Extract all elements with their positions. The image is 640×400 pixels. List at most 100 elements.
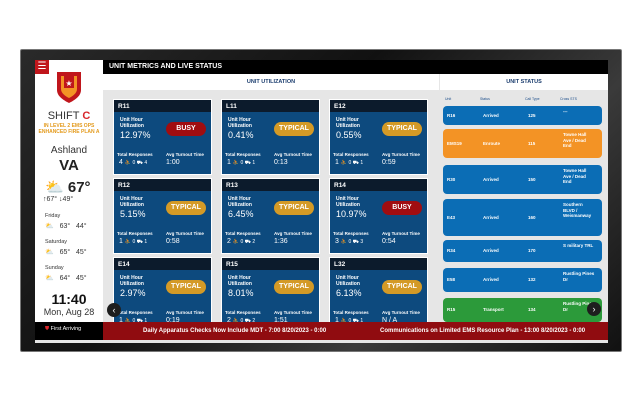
- row-unit: R30: [447, 176, 456, 182]
- total-label: Total Responses: [333, 310, 369, 315]
- row-status: Enroute: [483, 140, 501, 146]
- status-row[interactable]: EMS19 Enroute 115 Towne Hall Ave / Dead …: [443, 129, 602, 158]
- avg-label: Avg Turnout Time: [382, 310, 420, 315]
- total-label: Total Responses: [333, 231, 369, 236]
- row-call-type: 115: [528, 140, 536, 146]
- unit-name: R11: [114, 100, 211, 112]
- total-responses: 3 ⛹ 0 ⛟ 3: [335, 238, 364, 245]
- row-unit: EMS19: [447, 140, 462, 146]
- uhu-label: Unit Hour Utilization: [120, 275, 144, 287]
- row-cross-sts: Towne Hall Ave / Dead End: [563, 132, 587, 148]
- uhu-label: Unit Hour Utilization: [228, 196, 252, 208]
- row-cross-sts: S military TRL: [563, 243, 594, 248]
- col-cross-sts: Cross STS: [560, 97, 577, 101]
- forecast-temps: ⛅ 63° 44°: [45, 223, 87, 230]
- person-icon: ⛹ 0 ⛟ 1: [340, 318, 364, 324]
- avg-label: Avg Turnout Time: [274, 152, 312, 157]
- uhu-label: Unit Hour Utilization: [228, 275, 252, 287]
- avg-turnout: 1:51: [274, 317, 288, 324]
- forecast-temps: ⛅ 64° 45°: [45, 275, 87, 282]
- avg-turnout: 1:00: [166, 159, 180, 166]
- row-call-type: 132: [528, 277, 536, 282]
- truck-icon: ⛟: [244, 160, 251, 166]
- row-cross-sts: Rustling Pines Dr: [563, 301, 595, 312]
- unit-utilization-title: UNIT UTILIZATION: [103, 74, 439, 90]
- row-cross-sts: ---: [563, 109, 568, 114]
- avg-label: Avg Turnout Time: [274, 231, 312, 236]
- truck-icon: ⛟: [352, 318, 359, 324]
- total-label: Total Responses: [225, 231, 261, 236]
- person-icon: ⛹ 0 ⛟ 4: [124, 160, 148, 166]
- avg-turnout: 0:59: [382, 159, 396, 166]
- avg-turnout: 0:13: [274, 159, 288, 166]
- row-cross-sts: Towne Hall Ave / Dead End: [563, 168, 587, 184]
- row-unit: R16: [447, 112, 456, 118]
- status-badge: TYPICAL: [382, 280, 422, 294]
- utilization-value: 5.15%: [120, 209, 146, 219]
- col-call-type: Call Type: [525, 97, 540, 101]
- utilization-value: 6.45%: [228, 209, 254, 219]
- total-responses: 1 ⛹ 0 ⛟ 1: [119, 317, 148, 324]
- status-row[interactable]: E43 Arrived 160 Southern BLVD / Weismanw…: [443, 199, 602, 236]
- first-arriving-logo: ⛊ First Arriving: [35, 322, 103, 340]
- status-badge: BUSY: [382, 201, 422, 215]
- utilization-value: 2.97%: [120, 288, 146, 298]
- total-label: Total Responses: [117, 231, 153, 236]
- menu-icon[interactable]: ☰: [35, 60, 49, 74]
- truck-icon: ⛟: [352, 239, 359, 245]
- unit-card: L32 Unit Hour Utilization 6.13% TYPICAL …: [329, 257, 428, 333]
- next-arrow-button[interactable]: ›: [587, 302, 601, 316]
- utilization-value: 6.13%: [336, 288, 362, 298]
- unit-card: R15 Unit Hour Utilization 8.01% TYPICAL …: [221, 257, 320, 333]
- status-badge: TYPICAL: [274, 122, 314, 136]
- row-status: Arrived: [483, 248, 499, 253]
- utilization-value: 0.41%: [228, 130, 254, 140]
- person-icon: ⛹ 0 ⛟ 2: [232, 318, 256, 324]
- unit-card: R14 Unit Hour Utilization 10.97% BUSY To…: [329, 178, 428, 254]
- row-cross-sts: Southern BLVD / Weismanway: [563, 202, 592, 218]
- total-responses: 1 ⛹ 0 ⛟ 1: [335, 159, 364, 166]
- uhu-label: Unit Hour Utilization: [336, 196, 360, 208]
- status-row[interactable]: R15 Transport 134 Rustling Pines Dr: [443, 298, 602, 322]
- forecast-temps: ⛅ 65° 45°: [45, 249, 87, 256]
- row-unit: R34: [447, 248, 456, 253]
- unit-name: E12: [330, 100, 427, 112]
- person-icon: ⛹ 0 ⛟ 3: [340, 239, 364, 245]
- avg-label: Avg Turnout Time: [382, 152, 420, 157]
- status-badge: TYPICAL: [166, 201, 206, 215]
- total-label: Total Responses: [333, 152, 369, 157]
- avg-turnout: 0:54: [382, 238, 396, 245]
- unit-name: R13: [222, 179, 319, 191]
- status-row[interactable]: R30 Arrived 150 Towne Hall Ave / Dead En…: [443, 165, 602, 194]
- row-call-type: 150: [528, 176, 536, 182]
- person-icon: ⛹ 0 ⛟ 1: [124, 318, 148, 324]
- avg-turnout: 1:36: [274, 238, 288, 245]
- utilization-value: 12.97%: [120, 130, 151, 140]
- prev-arrow-button[interactable]: ‹: [107, 303, 121, 317]
- uhu-label: Unit Hour Utilization: [228, 117, 252, 129]
- utilization-value: 0.55%: [336, 130, 362, 140]
- shift-label: SHIFT C: [47, 110, 91, 122]
- unit-name: R15: [222, 258, 319, 270]
- status-row[interactable]: E58 Arrived 132 Rustling Pines Dr: [443, 268, 602, 292]
- truck-icon: ⛟: [136, 318, 143, 324]
- total-label: Total Responses: [117, 310, 153, 315]
- status-badge: TYPICAL: [274, 280, 314, 294]
- avg-label: Avg Turnout Time: [382, 231, 420, 236]
- unit-status-title: UNIT STATUS: [440, 74, 608, 90]
- total-responses: 2 ⛹ 0 ⛟ 2: [227, 317, 256, 324]
- status-row[interactable]: R34 Arrived 170 S military TRL: [443, 240, 602, 262]
- svg-text:★: ★: [65, 79, 72, 88]
- row-call-type: 170: [528, 248, 536, 253]
- row-status: Transport: [483, 307, 504, 312]
- page-title: UNIT METRICS AND LIVE STATUS: [103, 60, 608, 74]
- uhu-label: Unit Hour Utilization: [120, 117, 144, 129]
- dashboard-screen: ☰ ★ SHIFT C IN LEVEL 2 EMS OPS ENHANCED F…: [35, 60, 608, 343]
- partly-cloudy-icon: ⛅: [45, 179, 64, 196]
- status-badge: TYPICAL: [166, 280, 206, 294]
- row-cross-sts: Rustling Pines Dr: [563, 271, 595, 282]
- unit-card: L11 Unit Hour Utilization 0.41% TYPICAL …: [221, 99, 320, 175]
- unit-card: R12 Unit Hour Utilization 5.15% TYPICAL …: [113, 178, 212, 254]
- forecast-day: Sunday: [45, 265, 64, 271]
- status-row[interactable]: R16 Arrived 125 ---: [443, 106, 602, 125]
